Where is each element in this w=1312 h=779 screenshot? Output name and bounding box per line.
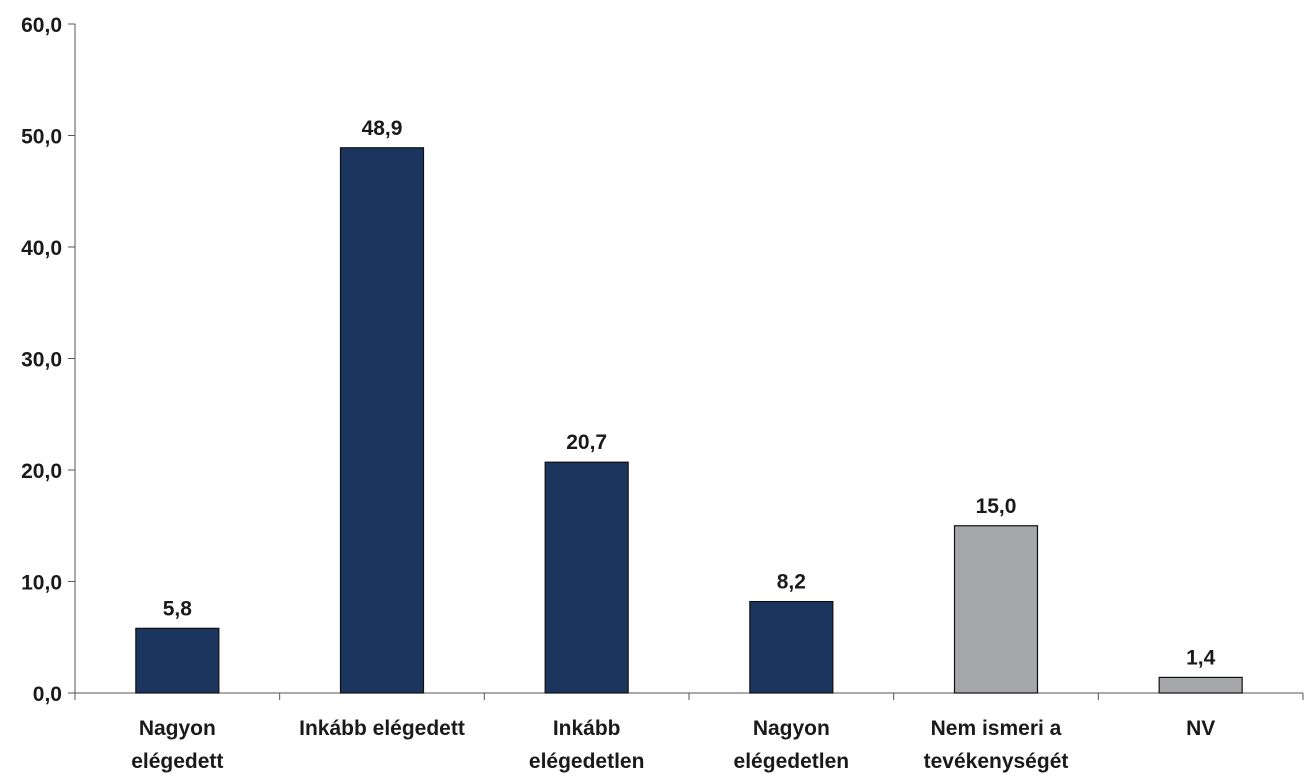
- category-label: elégedett: [131, 750, 223, 773]
- bar: [544, 461, 629, 694]
- category-label: elégedetlen: [529, 750, 645, 773]
- bar: [749, 600, 834, 694]
- bar: [339, 147, 425, 694]
- category-labels: Nagyon elégedett Inkább elégedett Inkább elé…: [131, 717, 1215, 773]
- value-label: 48,9: [362, 117, 403, 140]
- category-label: Inkább elégedett: [299, 717, 465, 740]
- category-label: Nagyon: [139, 717, 216, 740]
- value-label: 5,8: [163, 597, 193, 620]
- y-tick-label: 60,0: [21, 14, 62, 37]
- value-label: 8,2: [777, 571, 806, 594]
- bar: [1158, 676, 1243, 694]
- value-labels: 5,8 48,9 20,7 8,2 15,0 1,4: [163, 117, 1216, 670]
- bar: [953, 525, 1039, 694]
- value-label: 20,7: [566, 431, 607, 454]
- y-tick-label: 30,0: [21, 349, 62, 372]
- bar: [135, 627, 220, 694]
- y-tick-label: 50,0: [21, 126, 62, 149]
- x-axis: [74, 692, 1304, 700]
- category-label: tevékenységét: [924, 750, 1069, 773]
- bars: [135, 147, 1243, 694]
- y-tick-label: 0,0: [33, 683, 62, 706]
- y-tick-label: 40,0: [21, 237, 62, 260]
- value-label: 1,4: [1186, 646, 1216, 669]
- y-axis: 0,0 10,0 20,0 30,0 40,0 50,0 60,0: [21, 14, 76, 706]
- category-label: NV: [1186, 717, 1215, 740]
- category-label: Nem ismeri a: [931, 717, 1062, 740]
- category-label: Nagyon: [753, 717, 830, 740]
- category-label: Inkább: [553, 717, 621, 740]
- value-label: 15,0: [976, 495, 1017, 518]
- y-tick-label: 10,0: [21, 572, 62, 595]
- category-label: elégedetlen: [734, 750, 850, 773]
- y-tick-label: 20,0: [21, 460, 62, 483]
